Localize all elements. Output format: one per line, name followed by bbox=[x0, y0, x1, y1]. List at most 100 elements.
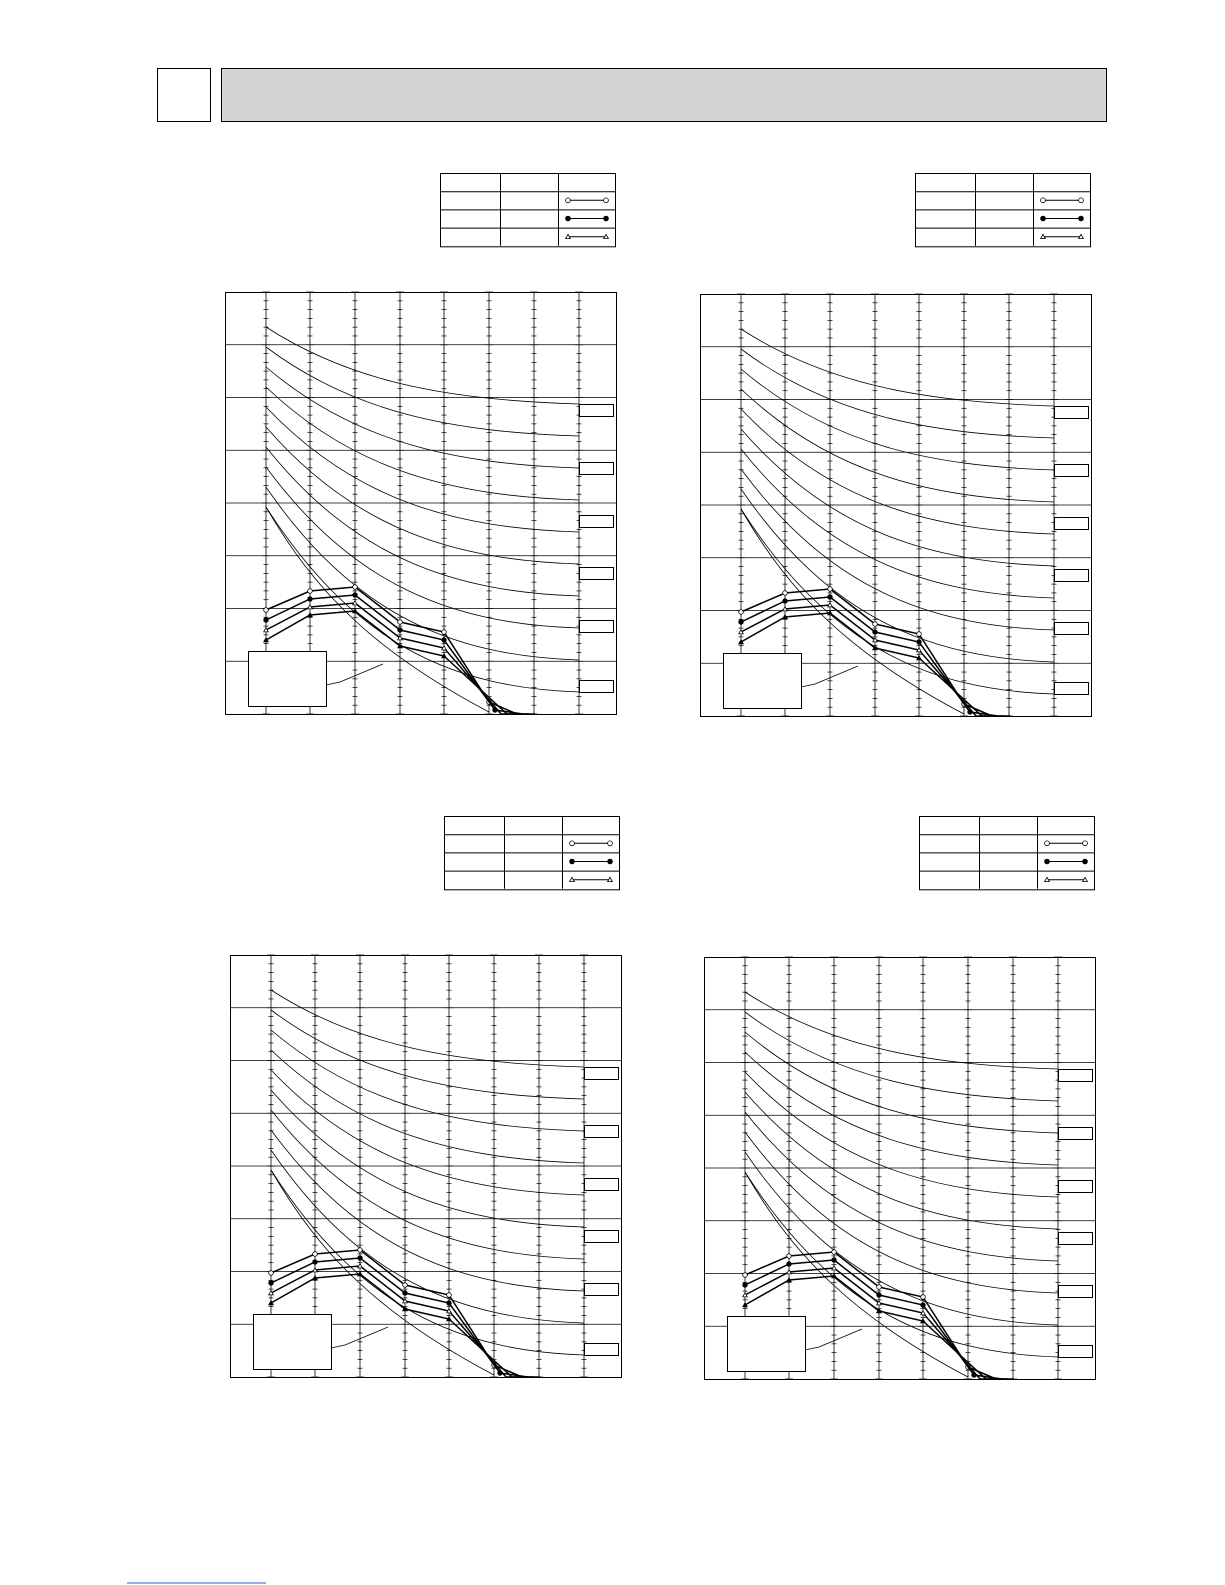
marker bbox=[441, 637, 447, 643]
curve-label-box bbox=[1058, 1285, 1093, 1298]
curve bbox=[744, 1031, 1059, 1134]
marker bbox=[352, 584, 358, 590]
marker bbox=[402, 1282, 408, 1288]
curve-label-box bbox=[1054, 464, 1089, 477]
chart-panel bbox=[225, 291, 617, 715]
marker bbox=[565, 215, 571, 222]
marker bbox=[876, 1307, 882, 1314]
marker bbox=[1077, 233, 1085, 240]
marker bbox=[307, 603, 313, 610]
marker bbox=[782, 605, 788, 612]
marker bbox=[920, 1294, 926, 1300]
marker bbox=[603, 197, 609, 204]
curve-label-box bbox=[584, 1125, 619, 1138]
marker bbox=[1082, 858, 1088, 865]
curve bbox=[270, 1089, 585, 1228]
marker bbox=[402, 1297, 408, 1304]
curve bbox=[270, 1169, 585, 1356]
chart-frame bbox=[700, 294, 1092, 717]
curve bbox=[740, 408, 1055, 535]
marker bbox=[397, 642, 403, 649]
note-leader bbox=[325, 663, 384, 686]
curve bbox=[265, 446, 580, 597]
marker bbox=[607, 840, 613, 847]
marker bbox=[569, 858, 575, 865]
section-number-box bbox=[157, 68, 211, 122]
marker bbox=[782, 590, 788, 596]
curve bbox=[270, 989, 585, 1068]
curve bbox=[265, 346, 580, 437]
marker bbox=[565, 197, 571, 204]
marker bbox=[827, 586, 833, 592]
marker bbox=[876, 1284, 882, 1290]
curve bbox=[744, 1111, 1059, 1262]
curve-label-box bbox=[1058, 1345, 1093, 1358]
marker bbox=[446, 1292, 452, 1298]
section-title-bar bbox=[221, 68, 1107, 122]
curve bbox=[744, 1171, 969, 1378]
note-leader bbox=[800, 665, 859, 688]
legend-table bbox=[919, 816, 1095, 891]
marker bbox=[920, 1302, 926, 1308]
marker bbox=[441, 652, 447, 659]
curve-label-box bbox=[1058, 1232, 1093, 1245]
marker bbox=[872, 621, 878, 627]
curve bbox=[265, 506, 490, 713]
marker bbox=[357, 1262, 363, 1269]
curve-label-box bbox=[1054, 682, 1089, 695]
curve bbox=[740, 488, 1055, 663]
curve bbox=[744, 1011, 1059, 1102]
curve-label-box bbox=[1054, 569, 1089, 582]
curve bbox=[265, 486, 580, 661]
marker bbox=[352, 599, 358, 606]
curve bbox=[265, 326, 580, 405]
marker bbox=[312, 1274, 318, 1281]
marker bbox=[742, 1301, 748, 1308]
curve bbox=[270, 1069, 585, 1196]
marker bbox=[916, 631, 922, 637]
curve bbox=[744, 1131, 1059, 1294]
marker bbox=[827, 594, 833, 600]
curve bbox=[740, 468, 1055, 631]
marker bbox=[312, 1266, 318, 1273]
curve bbox=[740, 388, 1055, 503]
curve bbox=[270, 1149, 585, 1324]
chart-panel bbox=[230, 954, 622, 1378]
marker bbox=[307, 611, 313, 618]
marker bbox=[357, 1247, 363, 1253]
curve-label-box bbox=[584, 1343, 619, 1356]
curve-label-box bbox=[1054, 406, 1089, 419]
curve-label-box bbox=[584, 1178, 619, 1191]
curve bbox=[740, 328, 1055, 407]
marker bbox=[1044, 858, 1050, 865]
chart-panel bbox=[704, 956, 1096, 1380]
note-box bbox=[248, 651, 327, 707]
curve bbox=[265, 386, 580, 501]
curve bbox=[744, 991, 1059, 1070]
marker bbox=[738, 609, 744, 615]
marker bbox=[603, 215, 609, 222]
curve bbox=[265, 366, 580, 469]
marker bbox=[872, 636, 878, 643]
marker bbox=[831, 1264, 837, 1271]
curve bbox=[740, 448, 1055, 599]
marker bbox=[742, 1272, 748, 1278]
curve bbox=[740, 368, 1055, 471]
marker bbox=[307, 596, 313, 602]
note-leader bbox=[804, 1328, 863, 1351]
marker bbox=[872, 644, 878, 651]
legend-table bbox=[915, 173, 1091, 248]
curve bbox=[744, 1091, 1059, 1230]
marker bbox=[441, 644, 447, 651]
marker bbox=[397, 634, 403, 641]
marker bbox=[916, 646, 922, 653]
marker bbox=[263, 636, 269, 643]
marker bbox=[1039, 233, 1047, 240]
marker bbox=[738, 638, 744, 645]
marker bbox=[872, 629, 878, 635]
chart-frame bbox=[230, 955, 622, 1378]
marker bbox=[402, 1305, 408, 1312]
marker bbox=[357, 1255, 363, 1261]
marker bbox=[782, 613, 788, 620]
